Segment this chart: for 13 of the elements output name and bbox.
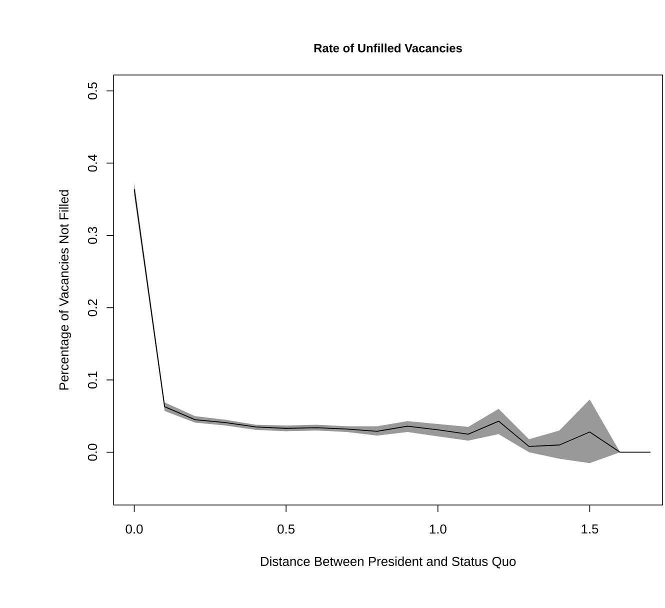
y-tick-label: 0.1: [88, 372, 98, 388]
x-tick-label: 0.5: [278, 524, 295, 534]
y-tick-label: 0.0: [88, 444, 98, 461]
chart-title: Rate of Unfilled Vacancies: [314, 44, 462, 52]
y-axis-title: Percentage of Vacancies Not Filled: [59, 190, 72, 390]
x-tick-label: 1.0: [430, 524, 446, 534]
x-tick-label: 1.5: [582, 524, 598, 534]
y-tick-label: 0.4: [88, 154, 98, 172]
x-axis-title: Distance Between President and Status Quo: [261, 556, 516, 568]
y-tick-label: 0.3: [88, 226, 98, 244]
y-tick-label: 0.2: [88, 299, 98, 316]
x-tick-label: 0.0: [126, 524, 143, 534]
y-tick-label: 0.5: [88, 82, 98, 100]
